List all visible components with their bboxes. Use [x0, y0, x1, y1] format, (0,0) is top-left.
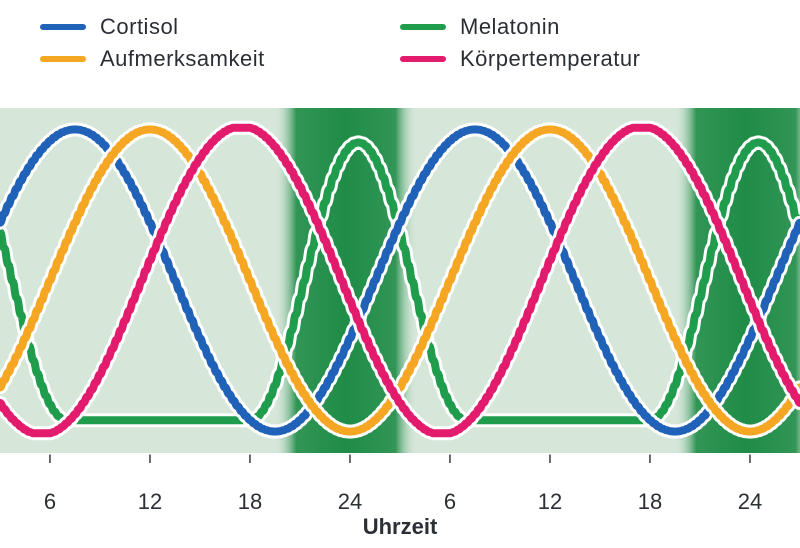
x-tick-label: 12	[538, 489, 562, 514]
legend-swatch-koerpertemp	[400, 56, 446, 62]
legend-col-right: Melatonin Körpertemperatur	[400, 14, 760, 72]
legend-swatch-aufmerksamkeit	[40, 56, 86, 62]
x-tick-mark: ı	[530, 455, 570, 463]
chart-svg	[0, 108, 800, 453]
x-tick: ı6	[430, 455, 470, 515]
legend: Cortisol Aufmerksamkeit Melatonin Körper…	[40, 14, 760, 72]
legend-item-cortisol: Cortisol	[40, 14, 400, 40]
x-tick: ı 18	[630, 455, 670, 515]
legend-label-cortisol: Cortisol	[100, 14, 179, 40]
legend-item-koerpertemp: Körpertemperatur	[400, 46, 760, 72]
x-tick: ı 12	[130, 455, 170, 515]
legend-swatch-cortisol	[40, 24, 86, 30]
legend-label-koerpertemp: Körpertemperatur	[460, 46, 640, 72]
legend-col-left: Cortisol Aufmerksamkeit	[40, 14, 400, 72]
x-tick: ı 24	[730, 455, 770, 515]
x-tick-mark: ı	[30, 455, 70, 463]
legend-swatch-melatonin	[400, 24, 446, 30]
x-tick-mark: ı	[130, 455, 170, 463]
x-tick-label: 24	[338, 489, 362, 514]
x-tick-label: 6	[444, 489, 456, 514]
legend-item-aufmerksamkeit: Aufmerksamkeit	[40, 46, 400, 72]
x-tick-label: 12	[138, 489, 162, 514]
x-tick-mark: ı	[330, 455, 370, 463]
x-tick: ı 18	[230, 455, 270, 515]
legend-label-melatonin: Melatonin	[460, 14, 560, 40]
x-tick-mark: ı	[230, 455, 270, 463]
x-tick-mark: ı	[730, 455, 770, 463]
x-tick: ı 12	[530, 455, 570, 515]
x-tick-label: 6	[44, 489, 56, 514]
x-tick-label: 18	[638, 489, 662, 514]
x-tick: ı 24	[330, 455, 370, 515]
x-tick-label: 18	[238, 489, 262, 514]
x-tick-mark: ı	[630, 455, 670, 463]
legend-label-aufmerksamkeit: Aufmerksamkeit	[100, 46, 265, 72]
x-tick-label: 24	[738, 489, 762, 514]
legend-item-melatonin: Melatonin	[400, 14, 760, 40]
x-tick: ı6	[30, 455, 70, 515]
x-axis-label: Uhrzeit	[0, 514, 800, 540]
chart-plot	[0, 108, 800, 453]
x-tick-mark: ı	[430, 455, 470, 463]
